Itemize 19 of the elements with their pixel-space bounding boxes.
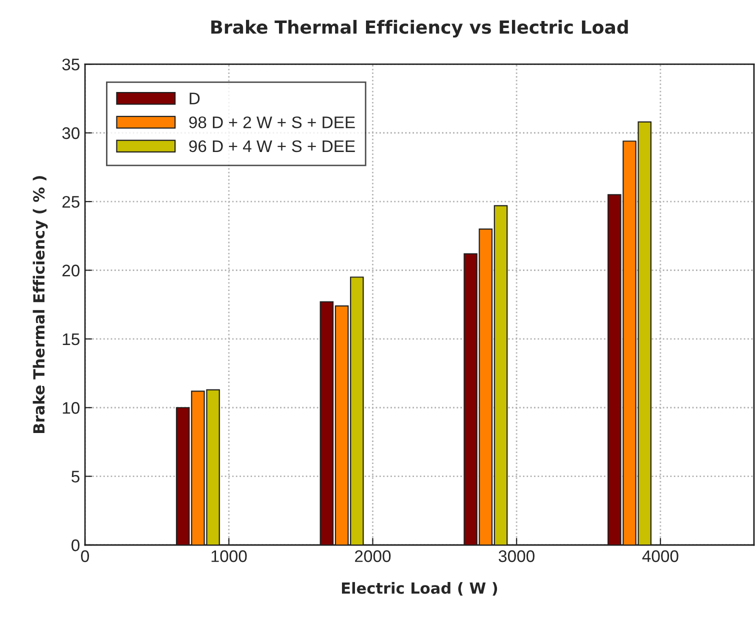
legend-label: 96 D + 4 W + S + DEE [189,140,355,152]
chart-title: Brake Thermal Efficiency vs Electric Load [211,20,628,38]
y-tick-label: 5 [72,470,80,483]
y-tick-label: 25 [62,196,80,208]
x-tick-label: 2000 [355,550,391,562]
legend-label: 98 D + 2 W + S + DEE [189,116,355,128]
y-tick-label: 0 [72,539,80,552]
y-tick-label: 20 [62,264,80,276]
y-tick-label: 30 [62,127,80,140]
y-tick-label: 15 [62,334,80,346]
x-tick-label: 1000 [212,550,247,562]
x-tick-label: 0 [81,550,89,562]
y-axis-title: Brake Thermal Efficiency ( % ) [32,176,48,434]
x-tick-label: 4000 [642,550,678,562]
y-tick-label: 35 [62,58,80,70]
legend-label: D [190,92,200,104]
x-axis-title: Electric Load ( W ) [342,582,498,596]
y-tick-label: 10 [62,402,80,414]
x-tick-label: 3000 [498,550,534,562]
